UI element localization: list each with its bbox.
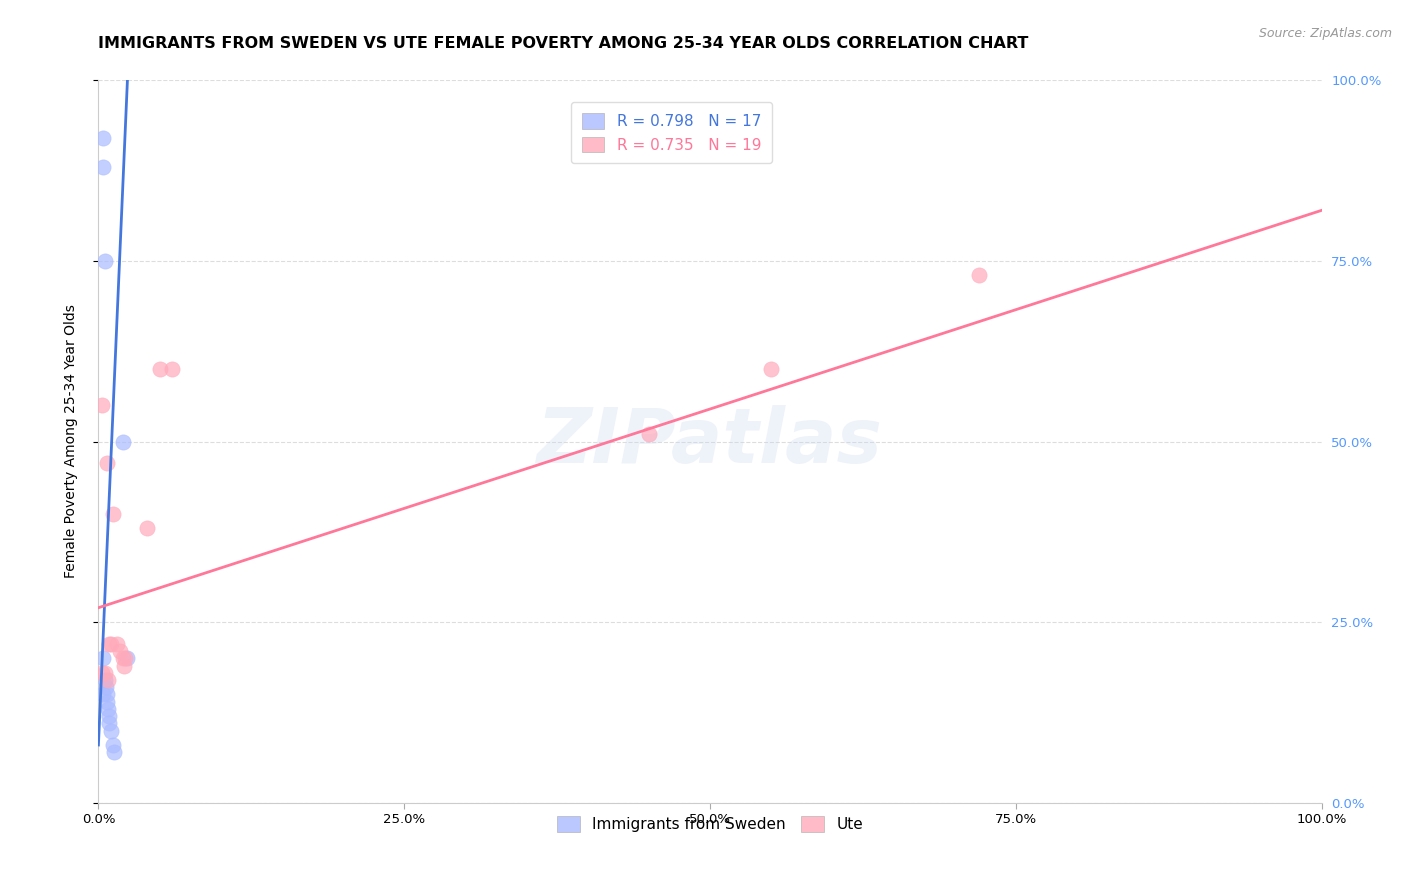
- Point: [967, 268, 990, 283]
- Point: [97, 702, 120, 716]
- Point: [115, 651, 138, 665]
- Point: [91, 651, 114, 665]
- Point: [91, 665, 114, 680]
- Point: [94, 680, 117, 694]
- Point: [112, 658, 135, 673]
- Point: [160, 362, 183, 376]
- Point: [98, 709, 121, 723]
- Point: [93, 665, 115, 680]
- Point: [93, 253, 115, 268]
- Text: ZIPatlas: ZIPatlas: [537, 405, 883, 478]
- Point: [114, 651, 136, 665]
- Y-axis label: Female Poverty Among 25-34 Year Olds: Female Poverty Among 25-34 Year Olds: [63, 304, 77, 579]
- Point: [96, 687, 118, 701]
- Point: [101, 507, 124, 521]
- Point: [101, 738, 124, 752]
- Point: [91, 398, 114, 412]
- Point: [103, 745, 125, 759]
- Point: [637, 427, 661, 442]
- Point: [93, 673, 115, 687]
- Point: [98, 637, 121, 651]
- Text: Source: ZipAtlas.com: Source: ZipAtlas.com: [1258, 27, 1392, 40]
- Point: [136, 521, 159, 535]
- Point: [111, 651, 134, 665]
- Point: [110, 644, 132, 658]
- Legend: Immigrants from Sweden, Ute: Immigrants from Sweden, Ute: [551, 810, 869, 838]
- Point: [100, 723, 122, 738]
- Point: [149, 362, 172, 376]
- Point: [98, 716, 121, 731]
- Point: [111, 434, 134, 449]
- Point: [100, 637, 122, 651]
- Point: [105, 637, 128, 651]
- Point: [761, 362, 783, 376]
- Point: [96, 695, 118, 709]
- Point: [97, 673, 120, 687]
- Point: [96, 456, 118, 470]
- Point: [91, 687, 114, 701]
- Point: [91, 131, 114, 145]
- Point: [91, 160, 114, 174]
- Text: IMMIGRANTS FROM SWEDEN VS UTE FEMALE POVERTY AMONG 25-34 YEAR OLDS CORRELATION C: IMMIGRANTS FROM SWEDEN VS UTE FEMALE POV…: [98, 36, 1029, 51]
